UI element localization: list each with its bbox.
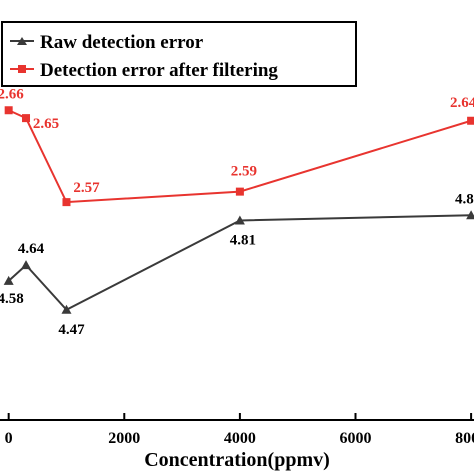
data-point-raw — [234, 215, 245, 225]
data-label-filtered: 2.57 — [73, 180, 100, 196]
data-point-filtered — [467, 116, 474, 125]
legend-label-filtered: Detection error after filtering — [40, 60, 278, 81]
data-label-filtered: 2.66 — [0, 86, 24, 102]
legend-box — [1, 21, 357, 87]
legend-marker-raw — [17, 37, 27, 45]
data-label-raw: 4.81 — [230, 233, 256, 249]
data-label-filtered: 2.64 — [450, 95, 474, 111]
x-tick-label: 4000 — [224, 430, 256, 447]
data-point-filtered — [62, 198, 71, 207]
x-tick-label: 6000 — [340, 430, 372, 447]
data-point-filtered — [235, 187, 244, 196]
legend: Raw detection error Detection error afte… — [1, 21, 357, 87]
data-label-filtered: 2.59 — [231, 164, 257, 180]
data-point-raw — [3, 275, 14, 285]
data-label-raw: 4.47 — [58, 322, 85, 338]
data-label-raw: 4.64 — [18, 241, 45, 257]
x-tick-label: 8000 — [455, 430, 474, 447]
data-label-raw: 4.58 — [0, 291, 24, 307]
x-axis-title: Concentration(ppmv) — [144, 449, 330, 471]
data-point-raw — [61, 304, 72, 314]
x-tick-label: 2000 — [108, 430, 140, 447]
data-label-raw: 4.83 — [455, 191, 474, 207]
series-line-raw — [7, 214, 472, 311]
data-point-raw — [466, 210, 474, 220]
x-tick-label: 0 — [5, 430, 13, 447]
series-layer: 4.58 4.64 4.47 4.81 4.83 2.66 2.65 2.57 2.59 2.64 — [0, 86, 474, 338]
legend-marker-filtered — [18, 65, 26, 73]
data-point-filtered — [4, 106, 13, 115]
data-point-raw — [21, 260, 32, 270]
data-label-filtered: 2.65 — [33, 116, 59, 132]
data-point-filtered — [22, 114, 31, 123]
legend-label-raw: Raw detection error — [40, 32, 204, 53]
x-axis: 0 2000 4000 6000 8000 — [0, 413, 474, 447]
